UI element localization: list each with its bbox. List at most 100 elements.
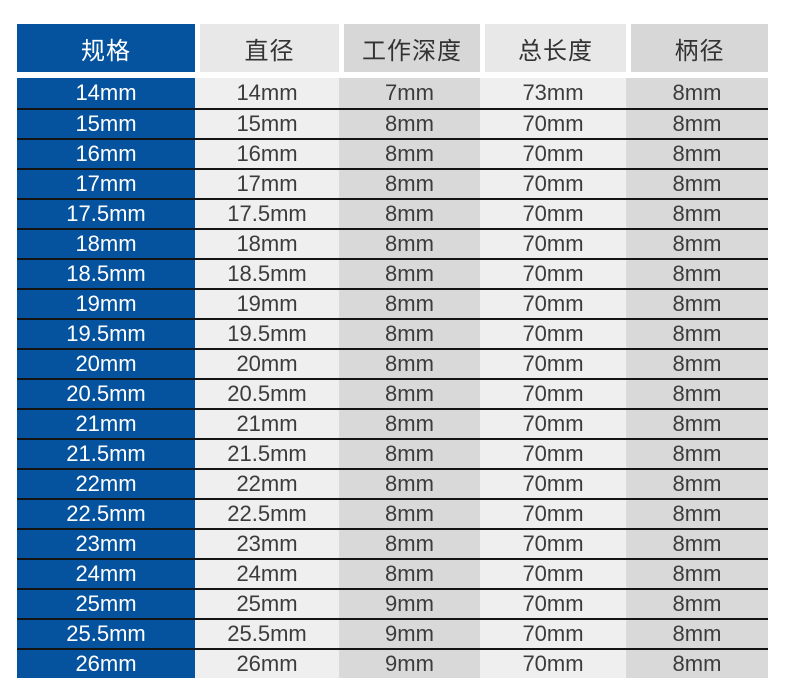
cell-diameter: 19mm xyxy=(195,290,339,318)
cell-diameter: 25.5mm xyxy=(195,620,339,648)
table-row: 18.5mm 18.5mm 8mm 70mm 8mm xyxy=(17,258,768,288)
cell-working-depth: 8mm xyxy=(339,290,480,318)
cell-working-depth: 8mm xyxy=(339,170,480,198)
cell-shank-diameter: 8mm xyxy=(626,590,768,618)
cell-spec: 15mm xyxy=(17,110,195,138)
table-row: 17.5mm 17.5mm 8mm 70mm 8mm xyxy=(17,198,768,228)
cell-working-depth: 8mm xyxy=(339,260,480,288)
cell-working-depth: 8mm xyxy=(339,380,480,408)
cell-diameter: 21mm xyxy=(195,410,339,438)
table-row: 20mm 20mm 8mm 70mm 8mm xyxy=(17,348,768,378)
cell-total-length: 70mm xyxy=(480,620,626,648)
cell-spec: 22mm xyxy=(17,470,195,498)
cell-spec: 26mm xyxy=(17,650,195,678)
cell-spec: 23mm xyxy=(17,530,195,558)
table-row: 19.5mm 19.5mm 8mm 70mm 8mm xyxy=(17,318,768,348)
cell-working-depth: 8mm xyxy=(339,560,480,588)
cell-total-length: 70mm xyxy=(480,320,626,348)
table-row: 21.5mm 21.5mm 8mm 70mm 8mm xyxy=(17,438,768,468)
cell-total-length: 70mm xyxy=(480,410,626,438)
cell-spec: 18mm xyxy=(17,230,195,258)
cell-working-depth: 9mm xyxy=(339,620,480,648)
cell-diameter: 26mm xyxy=(195,650,339,678)
cell-total-length: 70mm xyxy=(480,170,626,198)
cell-total-length: 70mm xyxy=(480,350,626,378)
cell-diameter: 20mm xyxy=(195,350,339,378)
cell-spec: 24mm xyxy=(17,560,195,588)
spec-table: 规格 直径 工作深度 总长度 柄径 14mm 14mm 7mm 73mm 8mm 15mm… xyxy=(17,24,768,678)
header-body-gap xyxy=(17,72,768,78)
cell-spec: 19mm xyxy=(17,290,195,318)
header-cell-spec: 规格 xyxy=(17,24,195,72)
cell-diameter: 18.5mm xyxy=(195,260,339,288)
cell-spec: 20.5mm xyxy=(17,380,195,408)
cell-shank-diameter: 8mm xyxy=(626,230,768,258)
table-row: 25.5mm 25.5mm 9mm 70mm 8mm xyxy=(17,618,768,648)
cell-spec: 16mm xyxy=(17,140,195,168)
cell-shank-diameter: 8mm xyxy=(626,560,768,588)
table-row: 15mm 15mm 8mm 70mm 8mm xyxy=(17,108,768,138)
cell-shank-diameter: 8mm xyxy=(626,290,768,318)
cell-spec: 21mm xyxy=(17,410,195,438)
cell-total-length: 70mm xyxy=(480,500,626,528)
cell-total-length: 70mm xyxy=(480,110,626,138)
table-row: 17mm 17mm 8mm 70mm 8mm xyxy=(17,168,768,198)
cell-total-length: 73mm xyxy=(480,78,626,108)
cell-shank-diameter: 8mm xyxy=(626,200,768,228)
cell-total-length: 70mm xyxy=(480,290,626,318)
cell-working-depth: 8mm xyxy=(339,410,480,438)
cell-spec: 18.5mm xyxy=(17,260,195,288)
cell-shank-diameter: 8mm xyxy=(626,470,768,498)
cell-total-length: 70mm xyxy=(480,470,626,498)
cell-working-depth: 8mm xyxy=(339,350,480,378)
cell-shank-diameter: 8mm xyxy=(626,350,768,378)
cell-shank-diameter: 8mm xyxy=(626,170,768,198)
cell-shank-diameter: 8mm xyxy=(626,320,768,348)
cell-working-depth: 8mm xyxy=(339,500,480,528)
header-cell-working-depth: 工作深度 xyxy=(339,24,480,72)
cell-shank-diameter: 8mm xyxy=(626,260,768,288)
cell-spec: 14mm xyxy=(17,78,195,108)
cell-shank-diameter: 8mm xyxy=(626,78,768,108)
cell-total-length: 70mm xyxy=(480,380,626,408)
cell-shank-diameter: 8mm xyxy=(626,140,768,168)
cell-shank-diameter: 8mm xyxy=(626,530,768,558)
header-cell-total-length: 总长度 xyxy=(480,24,626,72)
cell-working-depth: 8mm xyxy=(339,530,480,558)
cell-working-depth: 8mm xyxy=(339,440,480,468)
cell-spec: 21.5mm xyxy=(17,440,195,468)
table-row: 22.5mm 22.5mm 8mm 70mm 8mm xyxy=(17,498,768,528)
cell-total-length: 70mm xyxy=(480,650,626,678)
table-row: 25mm 25mm 9mm 70mm 8mm xyxy=(17,588,768,618)
cell-total-length: 70mm xyxy=(480,200,626,228)
cell-total-length: 70mm xyxy=(480,260,626,288)
table-row: 20.5mm 20.5mm 8mm 70mm 8mm xyxy=(17,378,768,408)
cell-diameter: 19.5mm xyxy=(195,320,339,348)
cell-shank-diameter: 8mm xyxy=(626,500,768,528)
cell-spec: 20mm xyxy=(17,350,195,378)
cell-total-length: 70mm xyxy=(480,530,626,558)
cell-diameter: 22mm xyxy=(195,470,339,498)
cell-shank-diameter: 8mm xyxy=(626,110,768,138)
cell-diameter: 20.5mm xyxy=(195,380,339,408)
cell-diameter: 16mm xyxy=(195,140,339,168)
cell-working-depth: 9mm xyxy=(339,590,480,618)
cell-spec: 17mm xyxy=(17,170,195,198)
cell-shank-diameter: 8mm xyxy=(626,410,768,438)
cell-diameter: 23mm xyxy=(195,530,339,558)
cell-spec: 25mm xyxy=(17,590,195,618)
cell-total-length: 70mm xyxy=(480,560,626,588)
table-row: 23mm 23mm 8mm 70mm 8mm xyxy=(17,528,768,558)
table-row: 14mm 14mm 7mm 73mm 8mm xyxy=(17,78,768,108)
cell-working-depth: 8mm xyxy=(339,200,480,228)
cell-working-depth: 8mm xyxy=(339,470,480,498)
cell-working-depth: 8mm xyxy=(339,230,480,258)
cell-working-depth: 9mm xyxy=(339,650,480,678)
table-row: 22mm 22mm 8mm 70mm 8mm xyxy=(17,468,768,498)
table-row: 26mm 26mm 9mm 70mm 8mm xyxy=(17,648,768,678)
cell-shank-diameter: 8mm xyxy=(626,380,768,408)
cell-diameter: 14mm xyxy=(195,78,339,108)
table-row: 16mm 16mm 8mm 70mm 8mm xyxy=(17,138,768,168)
cell-spec: 19.5mm xyxy=(17,320,195,348)
table-row: 19mm 19mm 8mm 70mm 8mm xyxy=(17,288,768,318)
